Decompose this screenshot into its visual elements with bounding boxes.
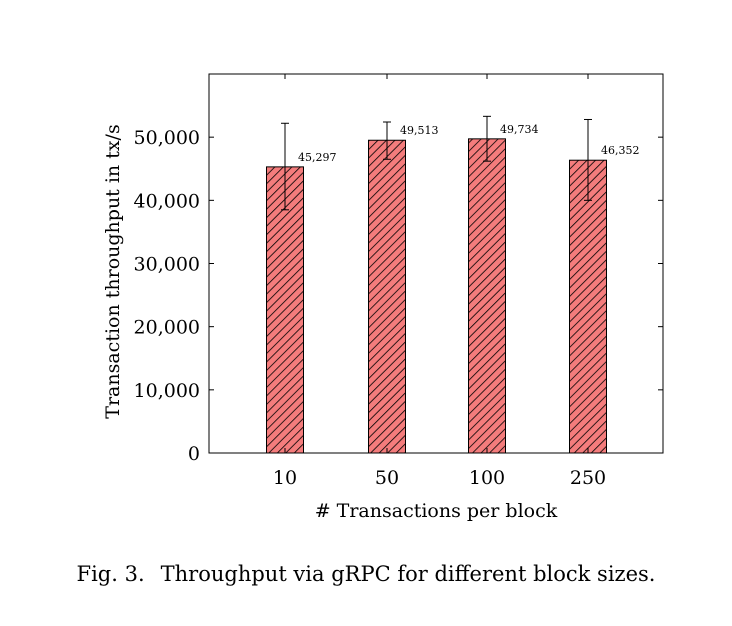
y-tick-label-10000: 10,000 (134, 380, 200, 402)
bar-100 (468, 138, 506, 454)
y-axis-label: Transaction throughput in tx/s (102, 124, 124, 418)
x-tick-label-250: 250 (570, 467, 606, 489)
data-label-50: 49,513 (400, 124, 439, 137)
data-label-100: 49,734 (500, 123, 539, 136)
x-tick-label-10: 10 (273, 467, 297, 489)
y-tick-label-0: 0 (188, 443, 200, 465)
x-tick-label-100: 100 (469, 467, 505, 489)
data-labels-layer: 45,297 49,513 49,734 46,352 (298, 123, 640, 164)
y-tick-label-20000: 20,000 (134, 317, 200, 339)
bar-50 (368, 139, 406, 454)
ticks-layer: 10 50 100 250 0 10,000 20,000 30,000 40,000 50,00… (134, 74, 663, 489)
error-bars-layer (281, 115, 592, 211)
figure-number: Fig. 3. (76, 562, 145, 586)
x-tick-label-50: 50 (375, 467, 399, 489)
bar-10 (266, 166, 304, 454)
bars-layer (266, 138, 607, 454)
y-tick-label-30000: 30,000 (134, 254, 200, 276)
y-tick-label-40000: 40,000 (134, 190, 200, 212)
caption-text: Throughput via gRPC for different block … (160, 562, 656, 586)
data-label-10: 45,297 (298, 151, 337, 164)
data-label-250: 46,352 (601, 144, 640, 157)
y-tick-label-50000: 50,000 (134, 127, 200, 149)
figure-caption: Fig. 3. Throughput via gRPC for different… (0, 562, 732, 586)
x-axis-label: # Transactions per block (315, 500, 558, 522)
bar-250 (569, 159, 607, 454)
